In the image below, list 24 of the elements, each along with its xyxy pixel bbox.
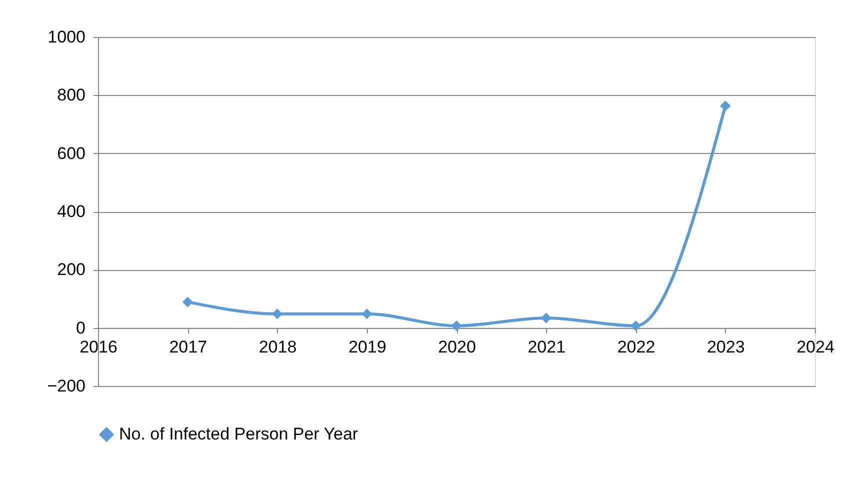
x-tick-label: 2018 (258, 337, 297, 356)
x-tick-label: 2020 (438, 337, 476, 356)
x-tick-label: 2022 (617, 337, 656, 356)
y-tick-label: 400 (57, 202, 86, 221)
x-tick-label: 2016 (80, 337, 118, 356)
point (451, 320, 462, 332)
point (182, 296, 193, 308)
point (362, 308, 372, 320)
x-tick-label: 2019 (348, 337, 386, 356)
point (272, 308, 282, 320)
y-tick-label: 0 (76, 318, 86, 338)
y-tick-label: 600 (57, 144, 86, 163)
x-tick-label: 2021 (528, 337, 566, 356)
y-tick-label: 800 (57, 86, 86, 105)
y-tick-label: 1000 (48, 28, 86, 46)
point (720, 100, 731, 112)
x-tick-label: 2024 (796, 337, 834, 356)
point (540, 312, 552, 324)
x-tick-label: 2017 (169, 337, 208, 356)
y-tick-label: 200 (57, 260, 86, 280)
point (630, 320, 641, 332)
legend-label: No. of Infected Person Per Year (119, 424, 358, 444)
y-tick-label: −200 (47, 376, 86, 396)
x-tick-label: 2023 (706, 337, 745, 356)
